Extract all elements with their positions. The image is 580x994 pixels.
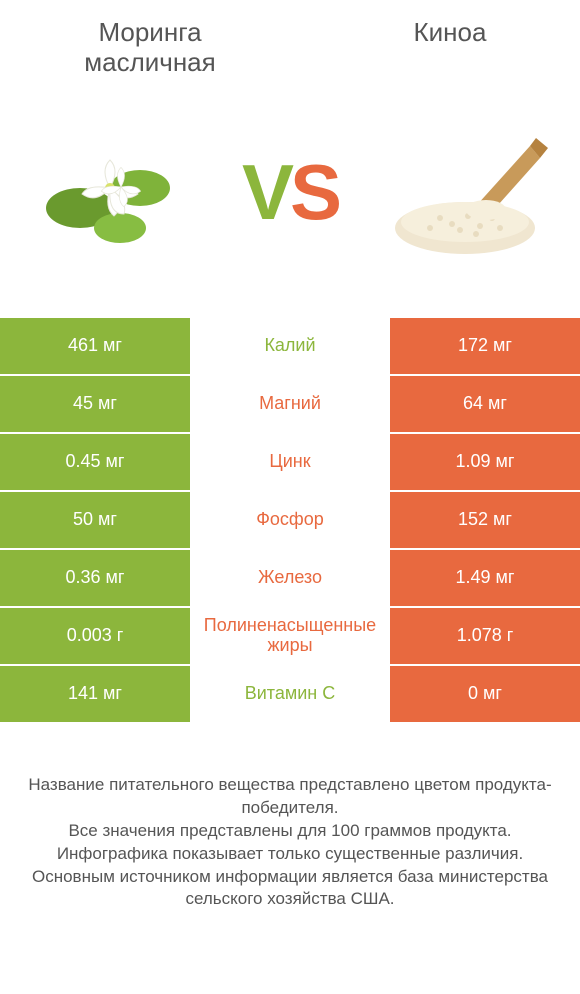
hero-row: VS: [0, 78, 580, 318]
right-value: 1.09 мг: [390, 434, 580, 492]
right-value: 152 мг: [390, 492, 580, 550]
moringa-icon: [20, 108, 210, 278]
table-row: 45 мгМагний64 мг: [0, 376, 580, 434]
nutrient-table: 461 мгКалий172 мг45 мгМагний64 мг0.45 мг…: [0, 318, 580, 724]
footer-line: Название питательного вещества представл…: [24, 774, 556, 820]
table-row: 0.36 мгЖелезо1.49 мг: [0, 550, 580, 608]
right-value: 172 мг: [390, 318, 580, 376]
left-value: 141 мг: [0, 666, 190, 724]
table-row: 50 мгФосфор152 мг: [0, 492, 580, 550]
right-product-title: Киноа: [360, 18, 540, 48]
table-row: 0.45 мгЦинк1.09 мг: [0, 434, 580, 492]
table-row: 461 мгКалий172 мг: [0, 318, 580, 376]
nutrient-label: Магний: [190, 376, 390, 434]
left-value: 45 мг: [0, 376, 190, 434]
left-product-title: Моринга масличная: [40, 18, 260, 78]
nutrient-label: Железо: [190, 550, 390, 608]
left-value: 0.45 мг: [0, 434, 190, 492]
quinoa-icon: [370, 108, 560, 278]
nutrient-label: Витамин C: [190, 666, 390, 724]
nutrient-label: Калий: [190, 318, 390, 376]
nutrient-label: Фосфор: [190, 492, 390, 550]
right-value: 0 мг: [390, 666, 580, 724]
footer-line: Инфографика показывает только существенн…: [24, 843, 556, 866]
vs-label: VS: [242, 147, 338, 238]
vs-s: S: [290, 148, 338, 236]
header: Моринга масличная Киноа: [0, 0, 580, 78]
left-value: 0.36 мг: [0, 550, 190, 608]
right-value: 1.078 г: [390, 608, 580, 666]
vs-v: V: [242, 148, 290, 236]
table-row: 0.003 гПолиненасыщенные жиры1.078 г: [0, 608, 580, 666]
left-value: 0.003 г: [0, 608, 190, 666]
left-value: 461 мг: [0, 318, 190, 376]
footer-line: Все значения представлены для 100 граммо…: [24, 820, 556, 843]
footer-notes: Название питательного вещества представл…: [0, 724, 580, 912]
nutrient-label: Полиненасыщенные жиры: [190, 608, 390, 666]
nutrient-label: Цинк: [190, 434, 390, 492]
right-value: 1.49 мг: [390, 550, 580, 608]
footer-line: Основным источником информации является …: [24, 866, 556, 912]
table-row: 141 мгВитамин C0 мг: [0, 666, 580, 724]
right-value: 64 мг: [390, 376, 580, 434]
left-value: 50 мг: [0, 492, 190, 550]
